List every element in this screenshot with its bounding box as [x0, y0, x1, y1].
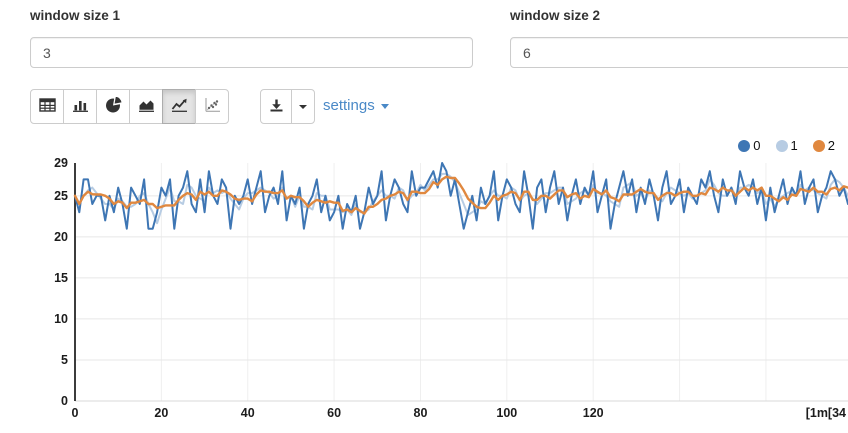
svg-text:15: 15 [54, 271, 68, 285]
pie-chart-icon [105, 96, 122, 116]
settings-label: settings [323, 97, 375, 114]
svg-text:25: 25 [54, 189, 68, 203]
download-button[interactable] [260, 89, 292, 124]
svg-text:29: 29 [54, 156, 68, 170]
legend-item[interactable]: 2 [812, 138, 835, 153]
chart-type-group [30, 89, 229, 124]
download-dropdown-button[interactable] [291, 89, 315, 124]
bar-chart-button[interactable] [63, 89, 97, 124]
line-chart-button[interactable] [162, 89, 196, 124]
legend-marker [738, 139, 751, 152]
legend-marker [775, 139, 788, 152]
download-icon [269, 98, 284, 116]
legend-item[interactable]: 0 [738, 138, 761, 153]
window-size-1-label: window size 1 [30, 8, 121, 23]
caret-down-icon [380, 104, 389, 109]
legend-label: 0 [753, 138, 761, 153]
svg-text:80: 80 [414, 406, 428, 420]
svg-text:60: 60 [327, 406, 341, 420]
caret-down-icon [299, 104, 307, 109]
svg-text:40: 40 [241, 406, 255, 420]
window-size-2-input[interactable] [510, 37, 848, 68]
pie-chart-button[interactable] [96, 89, 130, 124]
svg-text:0: 0 [72, 406, 79, 420]
scatter-chart-icon [204, 97, 221, 116]
svg-text:20: 20 [54, 230, 68, 244]
download-group [260, 89, 315, 124]
svg-text:[1m[34: [1m[34 [806, 406, 846, 420]
svg-text:0: 0 [61, 394, 68, 408]
window-size-2-label: window size 2 [510, 8, 601, 23]
line-chart-icon [171, 97, 188, 116]
table-view-button[interactable] [30, 89, 64, 124]
area-chart-icon [138, 97, 155, 116]
legend-marker [812, 139, 825, 152]
svg-text:5: 5 [61, 353, 68, 367]
table-icon [38, 97, 56, 116]
svg-text:20: 20 [154, 406, 168, 420]
legend-label: 2 [827, 138, 835, 153]
chart-legend: 0 1 2 [738, 138, 835, 153]
svg-text:120: 120 [583, 406, 604, 420]
settings-link[interactable]: settings [323, 97, 389, 114]
legend-item[interactable]: 1 [775, 138, 798, 153]
bar-chart-icon [72, 97, 89, 116]
legend-label: 1 [790, 138, 798, 153]
line-chart: 0 5 10 15 20 25 29 0 20 40 60 80 100 120 [1m[34 [54, 156, 848, 420]
svg-text:100: 100 [496, 406, 517, 420]
area-chart-button[interactable] [129, 89, 163, 124]
window-size-1-input[interactable] [30, 37, 473, 68]
scatter-chart-button[interactable] [195, 89, 229, 124]
svg-text:10: 10 [54, 312, 68, 326]
